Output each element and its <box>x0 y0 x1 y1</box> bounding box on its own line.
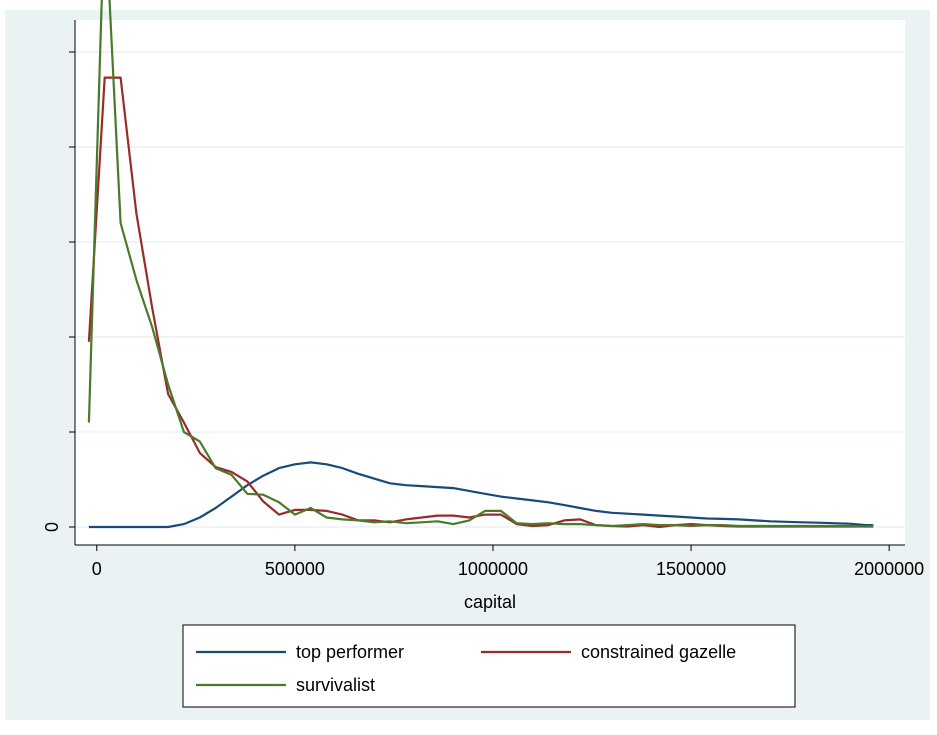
y-axis: 0 <box>42 20 76 545</box>
x-tick-label: 0 <box>92 559 102 579</box>
x-tick-label: 2000000 <box>854 559 924 579</box>
legend-label: survivalist <box>296 675 375 695</box>
x-axis-title: capital <box>464 592 516 612</box>
legend-label: top performer <box>296 642 404 662</box>
series-line-top-performer <box>88 461 874 529</box>
x-tick-label: 500000 <box>265 559 325 579</box>
y-tick-label: 0 <box>42 522 62 532</box>
legend-label: constrained gazelle <box>581 642 736 662</box>
series-lines <box>87 0 874 529</box>
plot-area <box>75 20 905 545</box>
x-axis: 0 500000 1000000 1500000 2000000 <box>75 544 924 579</box>
legend: top performer constrained gazelle survival… <box>182 624 796 708</box>
grid-lines <box>75 51 905 528</box>
series-line-survivalist <box>87 0 874 528</box>
x-tick-label: 1500000 <box>656 559 726 579</box>
x-tick-label: 1000000 <box>458 559 528 579</box>
legend-box <box>182 624 796 708</box>
